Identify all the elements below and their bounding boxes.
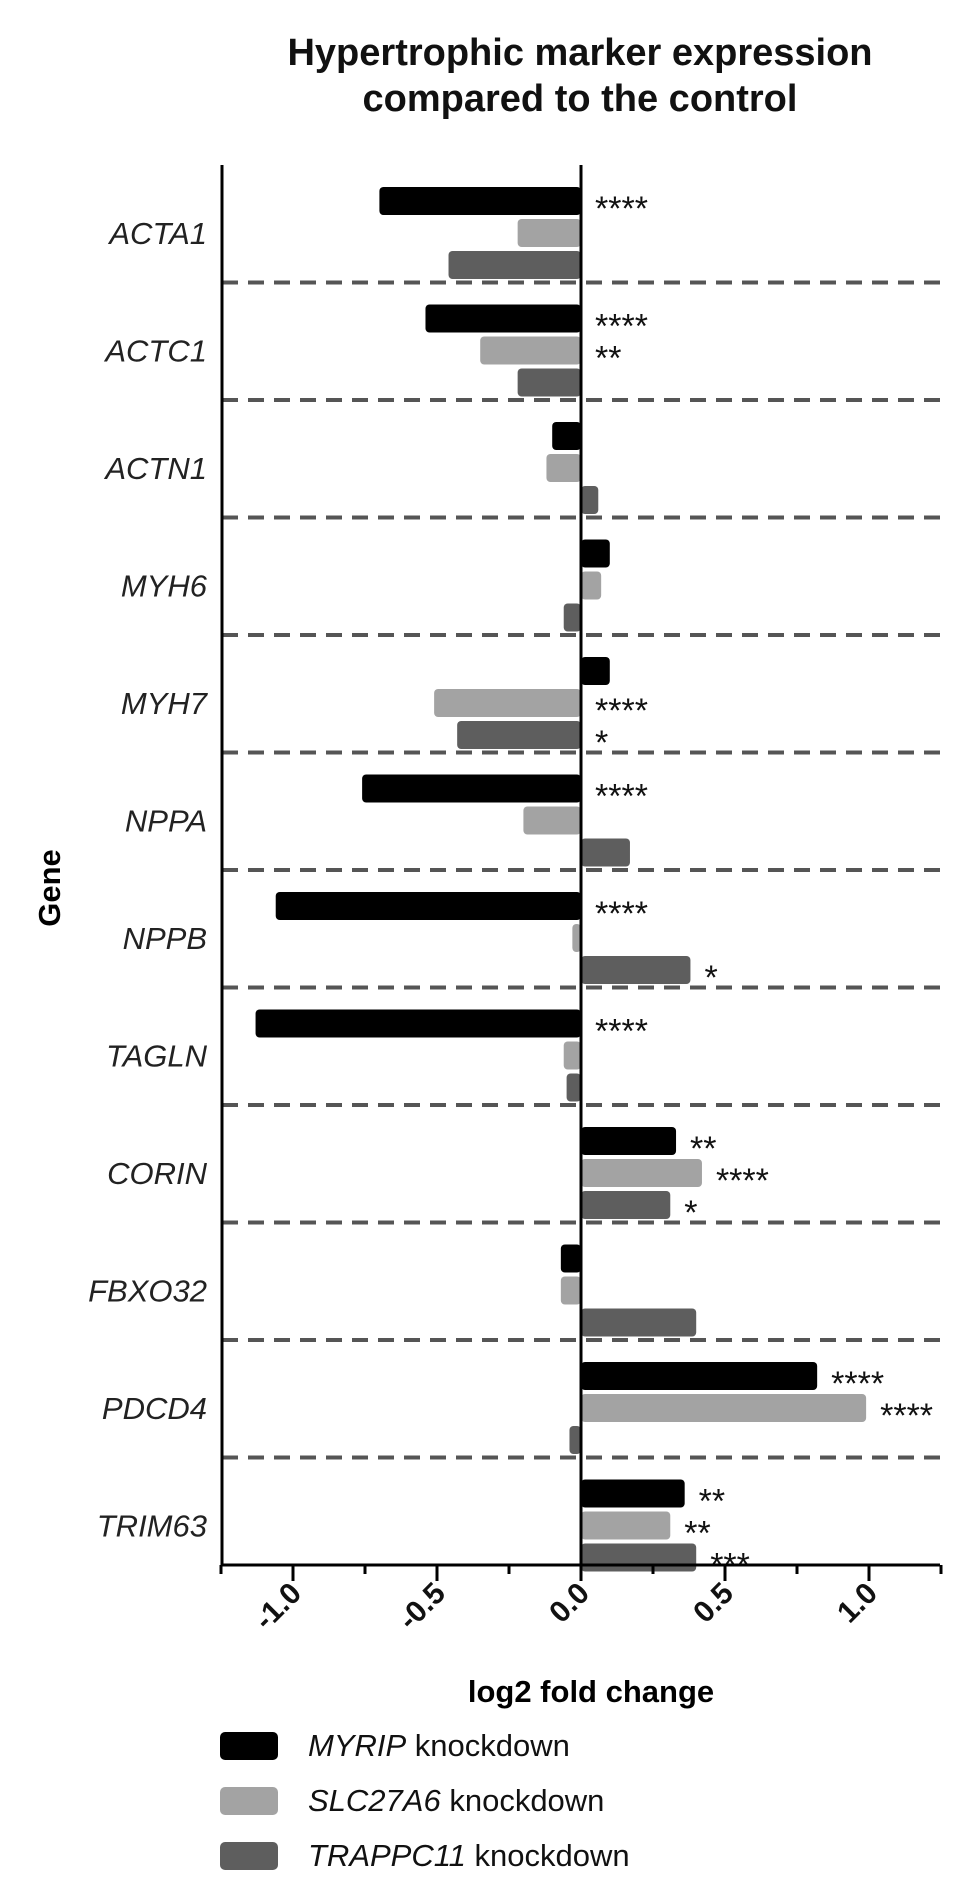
bar-myh7-slc27a6	[434, 689, 581, 717]
bar-nppb-myrip	[275, 892, 581, 920]
bar-tagln-myrip	[255, 1009, 581, 1038]
category-label-trim63: TRIM63	[97, 1509, 207, 1544]
bar-nppa-myrip	[362, 774, 581, 803]
category-label-corin: CORIN	[107, 1156, 208, 1191]
bar-pdcd4-slc27a6	[581, 1394, 867, 1422]
category-label-actc1: ACTC1	[103, 334, 207, 369]
x-tick-label: 0.0	[543, 1577, 596, 1630]
legend-suffix: knockdown	[465, 1838, 630, 1873]
chart-title-line-2: compared to the control	[362, 78, 798, 120]
bar-myh7-myrip	[581, 657, 610, 685]
bars	[255, 187, 867, 1572]
bar-actn1-myrip	[552, 422, 581, 450]
significance-trim63-slc27a6: **	[684, 1515, 710, 1553]
bar-actc1-trappc11	[517, 368, 581, 397]
axes	[220, 165, 940, 1567]
significance-acta1-myrip: ****	[595, 190, 648, 228]
bar-chart: ****************************************…	[32, 165, 943, 1709]
bar-myh6-myrip	[581, 539, 610, 568]
significance-myh7-slc27a6: ****	[595, 692, 648, 730]
bar-pdcd4-trappc11	[569, 1426, 581, 1454]
significance-corin-slc27a6: ****	[716, 1162, 769, 1200]
bar-actn1-trappc11	[581, 486, 599, 514]
category-label-acta1: ACTA1	[107, 216, 207, 251]
category-label-nppa: NPPA	[125, 804, 207, 839]
significance-nppb-trappc11: *	[704, 959, 717, 997]
bar-myh6-trappc11	[563, 603, 581, 632]
significance-nppb-myrip: ****	[595, 895, 648, 933]
significance-pdcd4-slc27a6: ****	[880, 1397, 933, 1435]
significance-trim63-myrip: **	[699, 1483, 725, 1521]
bar-trim63-myrip	[581, 1479, 685, 1508]
significance-nppa-myrip: ****	[595, 778, 648, 816]
bar-actc1-slc27a6	[480, 336, 581, 365]
category-label-tagln: TAGLN	[106, 1039, 208, 1074]
bar-fbxo32-myrip	[560, 1244, 581, 1273]
category-label-myh6: MYH6	[121, 569, 208, 604]
chart-title-line-1: Hypertrophic marker expression	[287, 32, 873, 74]
bar-nppb-trappc11	[581, 956, 691, 984]
category-label-fbxo32: FBXO32	[88, 1274, 207, 1309]
legend-swatch-slc27a6	[220, 1787, 278, 1815]
bar-fbxo32-trappc11	[581, 1308, 697, 1337]
significance-actc1-slc27a6: **	[595, 340, 621, 378]
legend-series-name: SLC27A6	[308, 1783, 441, 1818]
significance-myh7-trappc11: *	[595, 724, 608, 762]
significance-corin-myrip: **	[690, 1130, 716, 1168]
legend-suffix: knockdown	[440, 1783, 605, 1818]
significance-labels: ****************************************…	[595, 190, 933, 1585]
chart-title: Hypertrophic marker expression compared …	[200, 30, 960, 122]
bar-acta1-trappc11	[448, 251, 581, 279]
bar-myh6-slc27a6	[581, 571, 602, 600]
category-labels: ACTA1 ACTC1 ACTN1 MYH6 MYH7 NPPA NPPB TAGLN CORI…	[88, 216, 209, 1544]
significance-actc1-myrip: ****	[595, 308, 648, 346]
legend-swatch-trappc11	[220, 1842, 278, 1870]
category-label-myh7: MYH7	[121, 686, 209, 721]
x-tick-label: -0.5	[392, 1577, 452, 1637]
bar-nppb-slc27a6	[572, 924, 581, 952]
bar-acta1-slc27a6	[517, 219, 581, 247]
bar-corin-myrip	[581, 1127, 677, 1155]
bar-nppa-trappc11	[581, 838, 630, 867]
y-axis-label: Gene	[32, 849, 67, 927]
category-label-actn1: ACTN1	[103, 451, 207, 486]
bar-tagln-slc27a6	[563, 1041, 581, 1070]
bar-actn1-slc27a6	[546, 454, 581, 482]
bar-corin-slc27a6	[581, 1159, 702, 1187]
significance-corin-trappc11: *	[684, 1194, 697, 1232]
significance-pdcd4-myrip: ****	[831, 1365, 884, 1403]
legend-series-name: MYRIP	[308, 1728, 407, 1763]
category-label-nppb: NPPB	[123, 921, 207, 956]
bar-nppa-slc27a6	[523, 806, 581, 835]
x-tick-label: 0.5	[687, 1577, 740, 1630]
category-label-pdcd4: PDCD4	[102, 1391, 207, 1426]
x-tick-label: 1.0	[831, 1577, 884, 1630]
bar-corin-trappc11	[581, 1191, 671, 1219]
legend-swatch-myrip	[220, 1732, 278, 1760]
significance-tagln-myrip: ****	[595, 1013, 648, 1051]
legend-suffix: knockdown	[406, 1728, 570, 1763]
legend-series-name: TRAPPC11	[308, 1838, 466, 1873]
x-ticks: -1.0 -0.5 0.0 0.5 1.0	[219, 1565, 943, 1637]
x-tick-label: -1.0	[248, 1577, 308, 1637]
x-axis-label: log2 fold change	[468, 1674, 714, 1709]
bar-acta1-myrip	[379, 187, 581, 215]
category-separators	[222, 280, 940, 1460]
bar-trim63-trappc11	[581, 1543, 697, 1572]
bar-fbxo32-slc27a6	[560, 1276, 581, 1305]
bar-tagln-trappc11	[566, 1073, 581, 1102]
bar-actc1-myrip	[425, 304, 581, 333]
bar-myh7-trappc11	[457, 721, 581, 749]
bar-pdcd4-myrip	[581, 1362, 818, 1390]
bar-trim63-slc27a6	[581, 1511, 671, 1540]
